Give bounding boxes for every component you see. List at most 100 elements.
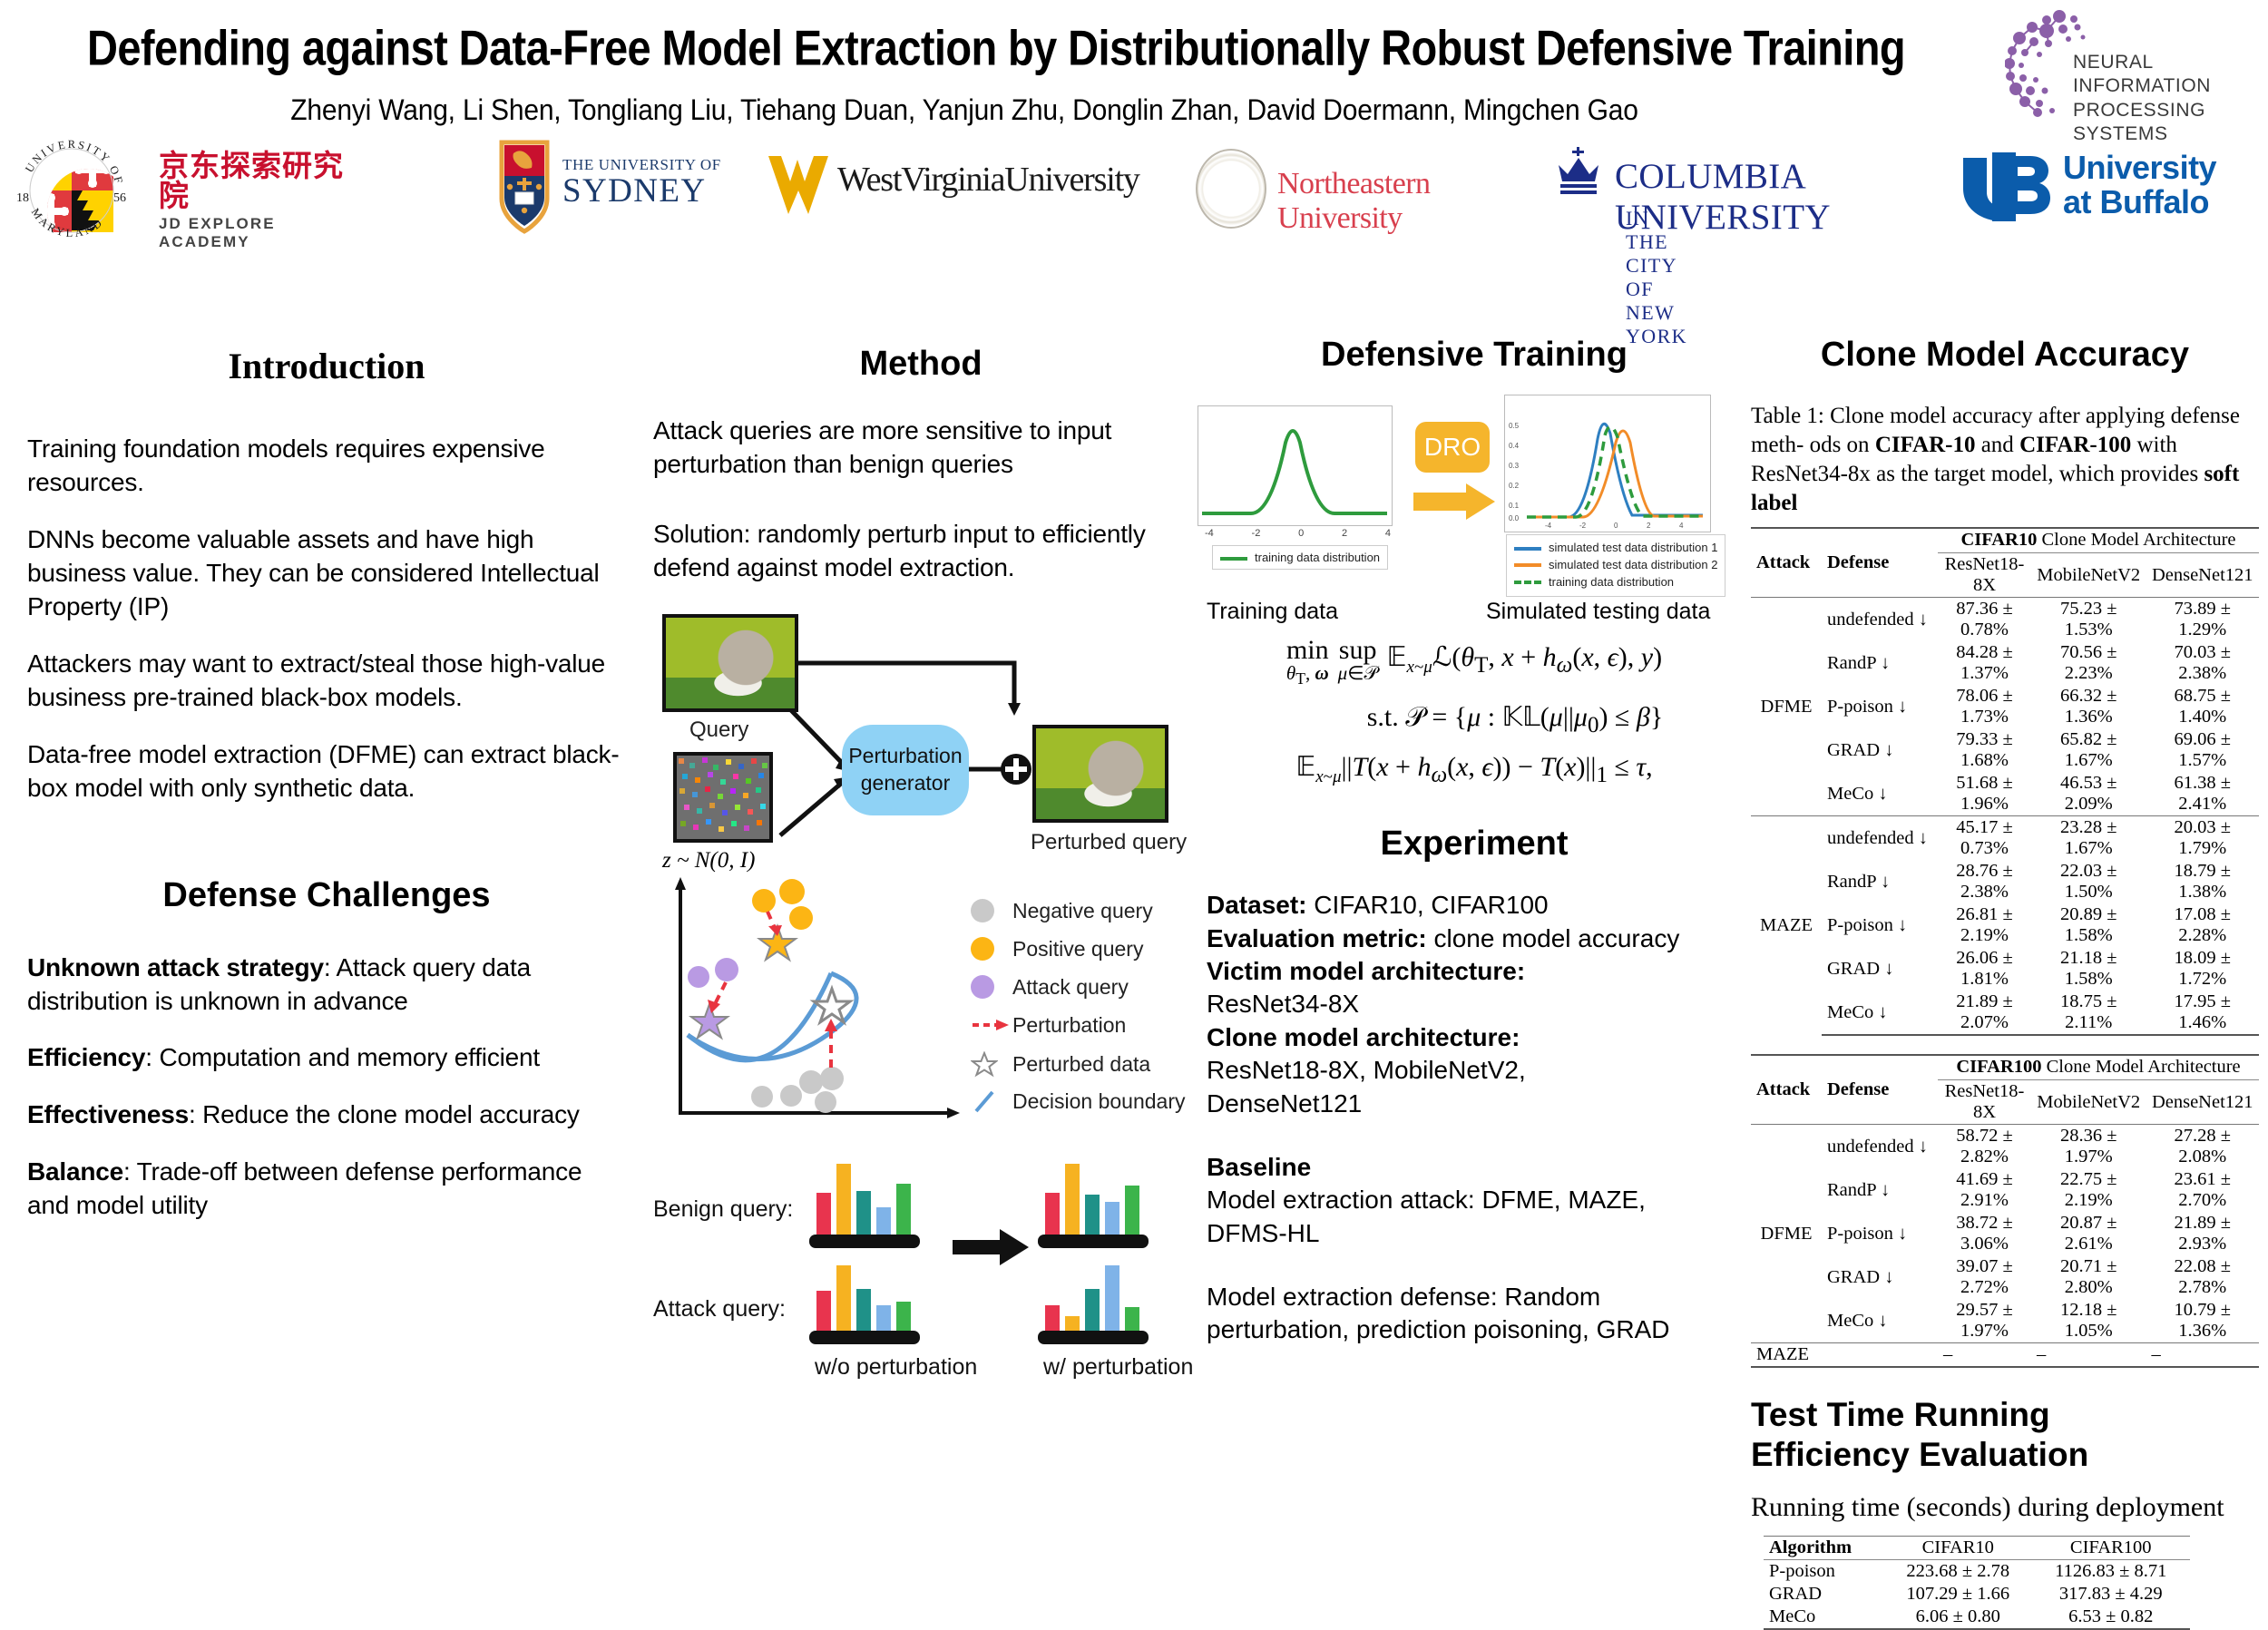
- section-title-efficiency: Test Time Running Efficiency Evaluation: [1751, 1395, 2259, 1476]
- header-defense-c100: Defense: [1827, 1079, 1890, 1099]
- column-results: Clone Model Accuracy Table 1: Clone mode…: [1751, 336, 2259, 1630]
- dro-arrow-icon: [1413, 483, 1495, 520]
- method-paragraph-2: Solution: randomly perturb input to effi…: [653, 519, 1146, 581]
- attack-maze-c10: MAZE: [1751, 815, 1822, 1035]
- neurips-dots-icon: [2004, 10, 2086, 117]
- cell-value: 66.32 ± 1.36%: [2059, 686, 2117, 727]
- scatter-legend-item-2: Positive query: [971, 937, 1143, 961]
- challenge-item-3: Effectiveness: Reduce the clone model ac…: [27, 1098, 626, 1132]
- table-row: MeCo ↓ 51.68 ± 1.96% 46.53 ± 2.09% 61.38…: [1751, 772, 2259, 816]
- attack-dfme-c10: DFME: [1751, 597, 1822, 816]
- northeastern-logo-text: Northeastern University: [1277, 167, 1431, 235]
- challenge-label-3: Effectiveness: [27, 1100, 189, 1129]
- challenge-item-4: Balance: Trade-off between defense perfo…: [27, 1156, 626, 1223]
- section-title-defensive-training: Defensive Training: [1321, 336, 1628, 374]
- transition-arrow-icon: [953, 1228, 1029, 1265]
- positive-query-icon: [971, 937, 1012, 961]
- defense-label: RandP ↓: [1827, 652, 1891, 673]
- plus-combine-icon: [1001, 753, 1031, 785]
- bars-attack-without: [809, 1264, 920, 1344]
- cell-value: 46.53 ± 2.09%: [2059, 773, 2117, 814]
- svg-text:0.5: 0.5: [1509, 422, 1520, 430]
- cell-value: 73.89 ± 1.29%: [2146, 597, 2259, 641]
- perturbation-effect-bars: Benign query: Attack query:: [653, 1153, 1198, 1380]
- experiment-details: Dataset: CIFAR10, CIFAR100 Evaluation me…: [1207, 889, 1742, 1347]
- author-list: Zhenyi Wang, Li Shen, Tongliang Liu, Tie…: [290, 94, 1638, 127]
- legend-line-green-dashed: [1514, 581, 1541, 585]
- experiment-value-metric: clone model accuracy: [1426, 923, 1680, 952]
- header-cifar100-time: CIFAR100: [2031, 1535, 2190, 1560]
- scatter-legend-item-1: Negative query: [971, 899, 1153, 923]
- perturbation-generator-box: Perturbation generator: [842, 724, 969, 815]
- cell-value: 70.03 ± 2.38%: [2174, 642, 2231, 683]
- experiment-line-7: DenseNet121: [1207, 1088, 1363, 1118]
- dro-badge: DRO: [1415, 422, 1490, 473]
- decision-boundary-illustration: Negative query Positive query Attack que…: [653, 875, 1188, 1147]
- random-noise-icon: [677, 755, 769, 839]
- cell-value: 45.17 ± 0.73%: [1938, 815, 2031, 860]
- table-row: P-poison ↓ 26.81 ± 2.19% 20.89 ± 1.58% 1…: [1751, 903, 2259, 947]
- perturbed-query-image: [1032, 724, 1168, 823]
- caption-part-6: with ResNet34-8x as the: [1751, 433, 2177, 486]
- cell-value: 22.08 ± 2.78%: [2174, 1256, 2231, 1297]
- defense-label: GRAD ↓: [1827, 958, 1894, 979]
- experiment-value-dataset: CIFAR10, CIFAR100: [1306, 891, 1549, 920]
- baseline-line-1: Model extraction attack: DFME, MAZE,: [1207, 1186, 1646, 1215]
- defense-label: MeCo ↓: [1822, 991, 1938, 1036]
- table-row: RandP ↓ 41.69 ± 2.91% 22.75 ± 2.19% 23.6…: [1751, 1168, 2259, 1212]
- dro-distribution-figure: -4 -2 0 2 4 training data distribution DRO 0…: [1198, 395, 1742, 597]
- columbia-logo-sub: IN THE CITY OF NEW YORK: [1626, 207, 1687, 347]
- sydney-logo-small: THE UNIVERSITY OF: [562, 156, 721, 173]
- decision-boundary-line-icon: [971, 1089, 1012, 1113]
- experiment-label-clone: Clone model architecture:: [1207, 1022, 1520, 1051]
- cell-value: 18.79 ± 1.38%: [2174, 861, 2231, 902]
- section-title-defense-challenges: Defense Challenges: [162, 875, 491, 914]
- dataset-header-suffix-cifar10: Clone Model Architecture: [2037, 530, 2236, 550]
- section-title-clone-model-accuracy: Clone Model Accuracy: [1820, 336, 2190, 374]
- cell-value: 28.76 ± 2.38%: [1956, 861, 2013, 902]
- svg-text:0.0: 0.0: [1509, 514, 1520, 522]
- experiment-line-4: ResNet34-8X: [1207, 990, 1360, 1019]
- defense-label: P-poison ↓: [1827, 1223, 1908, 1244]
- caption-part-1: Table 1: Clone model accuracy after appl…: [1751, 404, 2240, 457]
- generator-label-line2: generator: [860, 770, 951, 795]
- cell-value: 21.89 ± 2.07%: [1938, 991, 2031, 1036]
- table-row: DFME undefended ↓ 58.72 ± 2.82% 28.36 ± …: [1751, 1124, 2259, 1343]
- cell-value: 20.89 ± 1.58%: [2059, 904, 2117, 945]
- dataset-header-cifar100: CIFAR100: [1956, 1057, 2042, 1077]
- cell-value: 26.81 ± 2.19%: [1956, 904, 2013, 945]
- cell-value: 20.71 ± 2.80%: [2059, 1256, 2117, 1297]
- defense-label: RandP ↓: [1827, 1179, 1891, 1200]
- svg-text:18: 18: [16, 191, 29, 205]
- experiment-label-metric: Evaluation metric:: [1207, 923, 1427, 952]
- bars-attack-with: [1038, 1264, 1149, 1344]
- section-title-introduction: Introduction: [228, 346, 425, 386]
- efficiency-title-line2: Efficiency Evaluation: [1751, 1436, 2089, 1474]
- defense-label: undefended ↓: [1822, 815, 1938, 860]
- page-title: Defending against Data-Free Model Extrac…: [87, 19, 1905, 76]
- cell-value: 1126.83 ± 8.71: [2055, 1560, 2167, 1581]
- defense-line-2: perturbation, prediction poisoning, GRAD: [1207, 1315, 1670, 1344]
- svg-text:2: 2: [1647, 522, 1651, 530]
- ub-monogram-icon: [1963, 152, 2050, 221]
- header-attack-c100: Attack: [1756, 1079, 1811, 1099]
- cell-value: 21.89 ± 2.93%: [2174, 1213, 2231, 1254]
- table-row: MeCo ↓ 29.57 ± 1.97% 12.18 ± 1.05% 10.79…: [1751, 1299, 2259, 1343]
- legend-label-perturbation: Perturbation: [1012, 1012, 1127, 1037]
- northeastern-seal-icon: [1196, 149, 1266, 229]
- caption-simulated-testing-data: Simulated testing data: [1486, 599, 1711, 624]
- attack-dfme-c100: DFME: [1751, 1124, 1822, 1343]
- wvu-flying-wv-icon: [768, 156, 828, 214]
- cell-value: 75.23 ± 1.53%: [2030, 597, 2146, 641]
- table-row: MAZE undefended ↓ 45.17 ± 0.73% 23.28 ± …: [1751, 815, 2259, 1035]
- defense-line-1: Model extraction defense: Random: [1207, 1283, 1601, 1312]
- affiliation-logo-strip: UNIVERSITY OF MARYLAND 18 56 京东探索研究院 JD …: [0, 136, 2268, 347]
- table-row: GRAD ↓ 39.07 ± 2.72% 20.71 ± 2.80% 22.08…: [1751, 1255, 2259, 1299]
- cell-value: 84.28 ± 1.37%: [1956, 642, 2013, 683]
- cell-value: 39.07 ± 2.72%: [1956, 1256, 2013, 1297]
- section-title-experiment: Experiment: [1380, 825, 1569, 864]
- dataset-header-suffix-cifar100: Clone Model Architecture: [2041, 1057, 2241, 1077]
- table-row: MAZE – – –: [1751, 1342, 2259, 1368]
- right-legend-row-3: training data distribution: [1514, 574, 1717, 591]
- query-image: [662, 613, 798, 712]
